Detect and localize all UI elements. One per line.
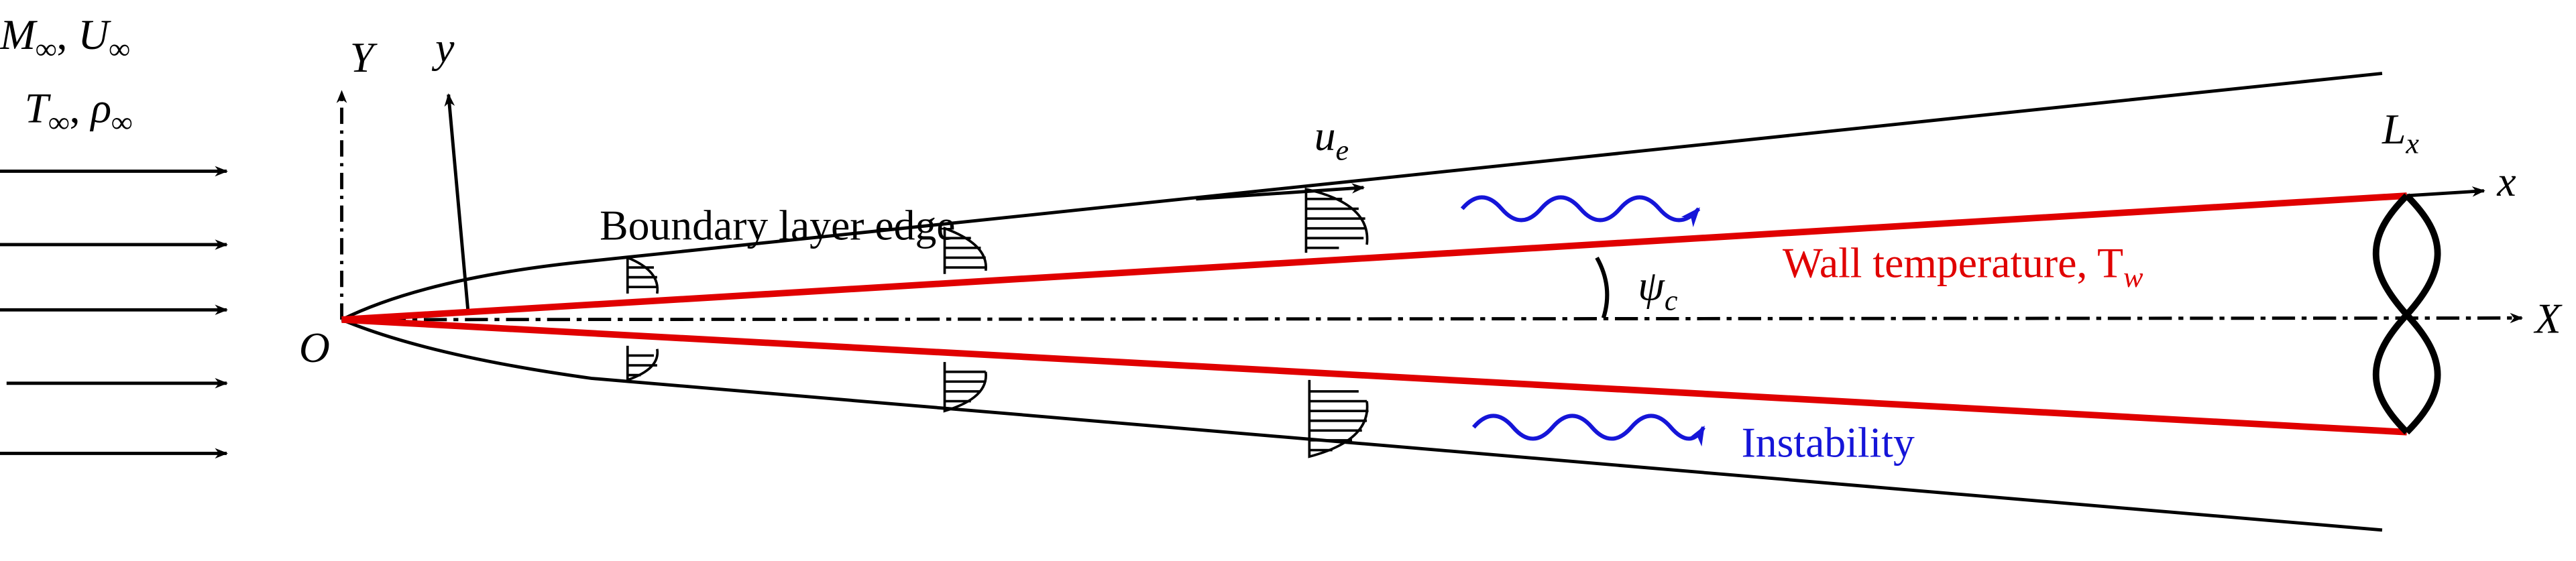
wall-temperature-label: Wall temperature, Tw (1783, 239, 2143, 294)
boundary-layer-label: Boundary layer edge (600, 202, 955, 249)
origin-label: O (299, 324, 330, 371)
freestream-line1: M∞, U∞ (0, 11, 130, 65)
wave-upper (1460, 195, 1701, 227)
boundary-edge-upper (341, 72, 2383, 322)
X-axis (341, 312, 2524, 324)
x-label: x (2496, 158, 2516, 205)
boundary-edge-lower (341, 318, 2383, 532)
base-shape (2372, 193, 2441, 435)
y-axis (444, 93, 470, 314)
angle-arc (1595, 256, 1610, 319)
length-label: Lx (2382, 105, 2420, 160)
wave-lower (1471, 414, 1705, 447)
edge-velocity-arrow (1196, 183, 1365, 201)
y-label: y (431, 24, 455, 72)
wall-lower (341, 316, 2407, 436)
angle-label: ψc (1638, 262, 1678, 316)
wall-upper (341, 192, 2407, 323)
velocity-profiles (626, 187, 1369, 458)
edge-velocity-label: ue (1314, 112, 1349, 166)
Y-label: Y (350, 34, 378, 81)
freestream-line2: T∞, ρ∞ (25, 84, 133, 139)
x-axis (2406, 186, 2485, 198)
X-label: X (2533, 295, 2563, 342)
instability-label: Instability (1742, 418, 1915, 466)
freestream-arrows (0, 166, 229, 459)
